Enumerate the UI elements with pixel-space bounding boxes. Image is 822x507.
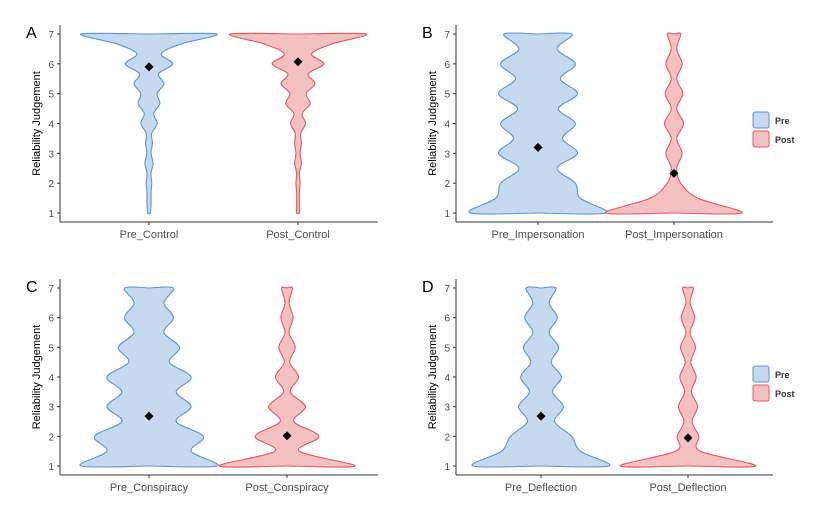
y-axis-title: Reliability Judgement [31, 325, 43, 430]
mean-marker [536, 411, 546, 421]
panel-d: D Reliability Judgement 1 2 3 4 5 6 7 Pre_Deflect… [422, 279, 773, 494]
violin-post-post_conspiracy [218, 286, 356, 468]
legend: Pre Post [752, 365, 795, 402]
mean-marker [293, 57, 303, 67]
y-tick-label: 6 [48, 60, 54, 71]
y-axis-title: Reliability Judgement [31, 71, 43, 176]
y-tick-label: 4 [48, 373, 54, 384]
y-tick-label: 7 [48, 30, 54, 41]
y-tick-label: 3 [444, 403, 450, 414]
y-axis-title: Reliability Judgement [427, 71, 439, 176]
y-tick-label: 1 [48, 462, 54, 473]
violin-post-post_deflection [619, 286, 757, 468]
y-tick-label: 4 [444, 373, 450, 384]
legend-label: Post [775, 389, 795, 399]
x-tick-label: Post_Control [266, 229, 330, 241]
y-tick-label: 1 [48, 209, 54, 220]
y-tick-label: 3 [48, 149, 54, 160]
panel-label: B [422, 25, 433, 42]
violin-pre-pre_impersonation [468, 32, 608, 215]
y-tick-label: 2 [48, 179, 54, 190]
panel-c: C Reliability Judgement 1 2 3 4 5 6 7 Pre_Conspir… [26, 279, 378, 494]
x-tick-label: Pre_Conspiracy [110, 482, 189, 494]
mean-marker [144, 62, 154, 72]
x-tick-label: Post_Impersonation [625, 229, 723, 241]
y-tick-label: 3 [48, 403, 54, 414]
x-tick-label: Pre_Deflection [505, 482, 577, 494]
y-tick-label: 1 [444, 209, 450, 220]
y-axis-title: Reliability Judgement [427, 325, 439, 430]
mean-marker [144, 411, 154, 421]
violin-pre-pre_conspiracy [79, 286, 219, 468]
panel-b: B Reliability Judgement 1 2 3 4 5 6 7 Pre_Imperso… [422, 25, 773, 241]
legend-key-post [752, 384, 770, 402]
legend-label: Pre [775, 370, 790, 380]
y-tick-label: 2 [444, 179, 450, 190]
panel-label: A [26, 25, 37, 42]
legend-key-pre [752, 111, 770, 129]
violin-pre-pre_control [80, 32, 218, 215]
y-tick-label: 5 [48, 90, 54, 101]
y-tick-label: 7 [444, 284, 450, 295]
mean-marker [669, 168, 679, 178]
legend-key-pre [752, 365, 770, 383]
y-tick-label: 3 [444, 149, 450, 160]
panel-label: C [26, 279, 38, 296]
y-tick-label: 2 [444, 432, 450, 443]
x-tick-label: Post_Deflection [649, 482, 726, 494]
legend: Pre Post [752, 111, 795, 148]
y-tick-label: 6 [444, 314, 450, 325]
y-tick-label: 1 [444, 462, 450, 473]
y-tick-label: 5 [444, 90, 450, 101]
y-tick-label: 6 [48, 314, 54, 325]
x-tick-label: Post_Conspiracy [245, 482, 329, 494]
y-tick-label: 5 [48, 343, 54, 354]
mean-marker [282, 431, 292, 441]
y-tick-label: 5 [444, 343, 450, 354]
x-tick-label: Pre_Impersonation [492, 229, 585, 241]
mean-marker [533, 142, 543, 152]
legend-key-post [752, 130, 770, 148]
violin-post-post_impersonation [605, 32, 743, 215]
x-tick-label: Pre_Control [120, 229, 179, 241]
mean-marker [683, 433, 693, 443]
legend-label: Pre [775, 116, 790, 126]
legend-label: Post [775, 135, 795, 145]
violin-pre-pre_deflection [471, 286, 611, 468]
panel-label: D [422, 279, 434, 296]
y-tick-label: 4 [48, 120, 54, 131]
y-tick-label: 2 [48, 432, 54, 443]
y-tick-label: 6 [444, 60, 450, 71]
y-tick-label: 4 [444, 120, 450, 131]
panel-a: A Reliability Judgement 1 2 3 4 5 6 7 Pre_Control… [26, 25, 378, 241]
y-tick-label: 7 [48, 284, 54, 295]
y-tick-label: 7 [444, 30, 450, 41]
violin-post-post_control [228, 32, 368, 215]
